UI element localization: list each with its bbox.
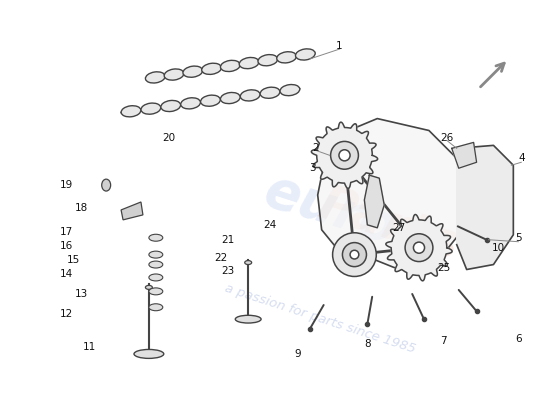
- Text: 23: 23: [222, 266, 235, 276]
- Text: 27: 27: [393, 223, 406, 233]
- Circle shape: [414, 242, 425, 253]
- Ellipse shape: [295, 49, 315, 60]
- Ellipse shape: [149, 274, 163, 281]
- Text: 7: 7: [441, 336, 447, 346]
- Ellipse shape: [245, 260, 252, 264]
- Circle shape: [333, 233, 376, 276]
- Text: 18: 18: [75, 203, 88, 213]
- Ellipse shape: [221, 92, 240, 104]
- Circle shape: [339, 150, 350, 161]
- Circle shape: [331, 142, 359, 169]
- Ellipse shape: [221, 60, 240, 72]
- Polygon shape: [121, 202, 143, 220]
- Text: 4: 4: [518, 153, 525, 163]
- Ellipse shape: [181, 98, 200, 109]
- Ellipse shape: [164, 69, 184, 80]
- Text: 14: 14: [60, 270, 73, 280]
- Text: a passion for parts since 1985: a passion for parts since 1985: [223, 282, 417, 356]
- Ellipse shape: [161, 100, 180, 112]
- Ellipse shape: [258, 54, 278, 66]
- Ellipse shape: [141, 103, 161, 114]
- Text: 26: 26: [440, 134, 453, 144]
- Text: 11: 11: [82, 342, 96, 352]
- Polygon shape: [311, 122, 378, 188]
- Ellipse shape: [277, 52, 296, 63]
- Text: euro: euro: [257, 164, 402, 256]
- Text: 9: 9: [295, 349, 301, 359]
- Ellipse shape: [280, 84, 300, 96]
- Text: 22: 22: [214, 252, 227, 262]
- Text: 25: 25: [437, 262, 450, 272]
- Text: 16: 16: [60, 241, 73, 251]
- Ellipse shape: [134, 350, 164, 358]
- Text: 21: 21: [222, 235, 235, 245]
- Text: 19: 19: [60, 180, 73, 190]
- Text: 6: 6: [515, 334, 521, 344]
- Circle shape: [350, 250, 359, 259]
- Text: 2: 2: [312, 143, 319, 153]
- Text: 12: 12: [60, 309, 73, 319]
- Ellipse shape: [201, 95, 221, 106]
- Ellipse shape: [145, 72, 165, 83]
- Text: 3: 3: [310, 163, 316, 173]
- Polygon shape: [364, 175, 384, 228]
- Polygon shape: [452, 142, 477, 168]
- Text: 13: 13: [75, 289, 88, 299]
- Polygon shape: [318, 118, 461, 272]
- Ellipse shape: [183, 66, 202, 77]
- Ellipse shape: [149, 261, 163, 268]
- Ellipse shape: [149, 288, 163, 295]
- Text: 15: 15: [67, 254, 80, 264]
- Ellipse shape: [149, 251, 163, 258]
- Ellipse shape: [145, 286, 152, 289]
- Text: 5: 5: [515, 233, 521, 243]
- Circle shape: [343, 243, 366, 267]
- Ellipse shape: [240, 90, 260, 101]
- Ellipse shape: [260, 87, 280, 98]
- Text: 8: 8: [364, 339, 371, 349]
- Text: 1: 1: [336, 41, 343, 51]
- Ellipse shape: [202, 63, 222, 74]
- Ellipse shape: [149, 234, 163, 241]
- Text: Parts: Parts: [312, 180, 466, 270]
- Circle shape: [405, 234, 433, 262]
- Polygon shape: [386, 214, 452, 281]
- Text: 17: 17: [60, 227, 73, 237]
- Polygon shape: [456, 145, 513, 270]
- Text: 10: 10: [492, 243, 505, 253]
- Text: 24: 24: [263, 220, 277, 230]
- Ellipse shape: [239, 58, 259, 69]
- Ellipse shape: [102, 179, 111, 191]
- Text: 20: 20: [162, 134, 175, 144]
- Ellipse shape: [235, 315, 261, 323]
- Ellipse shape: [121, 106, 141, 117]
- Ellipse shape: [149, 304, 163, 311]
